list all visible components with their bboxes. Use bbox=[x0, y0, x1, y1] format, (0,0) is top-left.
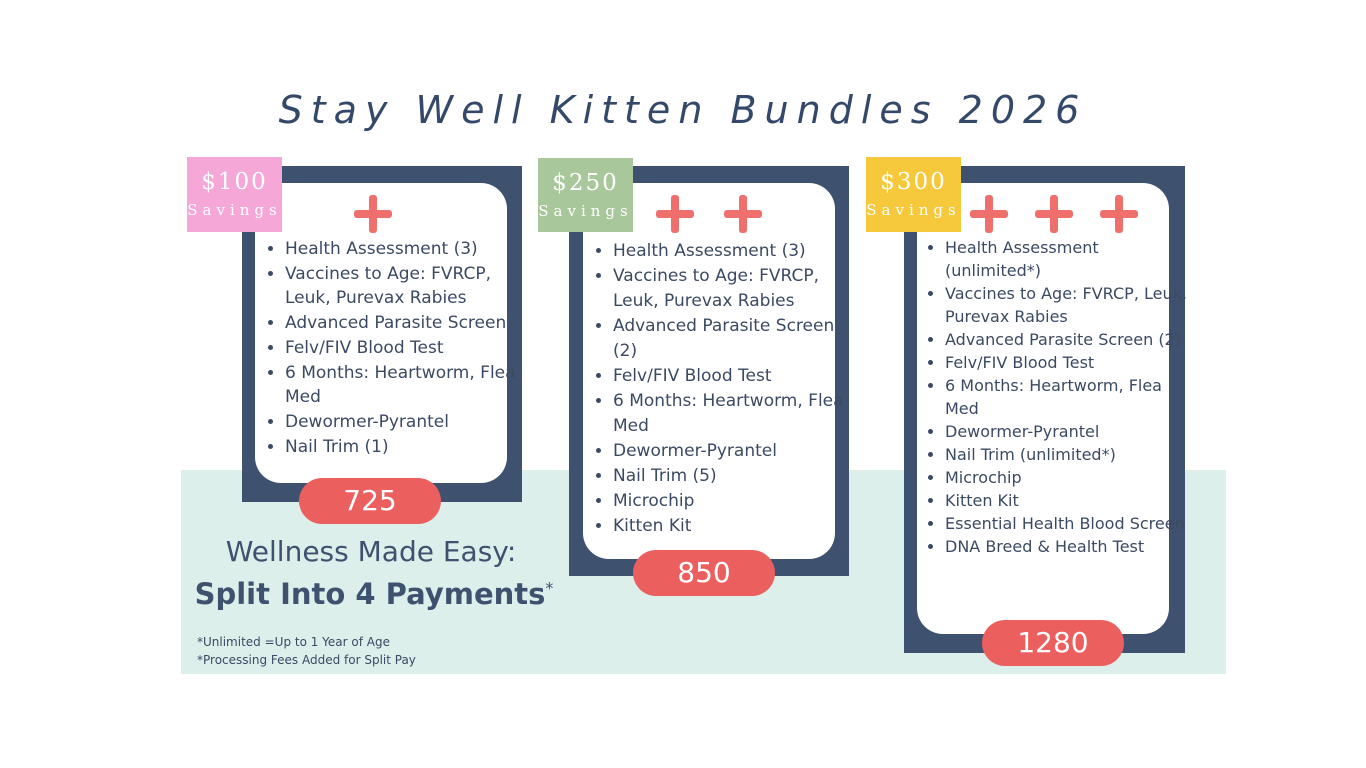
savings-amount: $300 bbox=[880, 169, 947, 195]
list-item: Vaccines to Age: FVRCP, Leuk, Purevax Ra… bbox=[613, 264, 861, 314]
list-item: Microchip bbox=[613, 489, 861, 514]
list-item: Advanced Parasite Screen (2) bbox=[945, 328, 1197, 351]
bundle-1-items: Health Assessment (3) Vaccines to Age: F… bbox=[255, 237, 535, 460]
list-item: Kitten Kit bbox=[613, 514, 861, 539]
list-item: Health Assessment (unlimited*) bbox=[945, 236, 1197, 282]
bundle-1-price: 725 bbox=[299, 478, 441, 524]
list-item: Advanced Parasite Screen bbox=[285, 311, 535, 335]
list-item: 6 Months: Heartworm, Flea Med bbox=[613, 389, 861, 439]
bundle-2-savings-badge: $250 Savings bbox=[538, 158, 633, 232]
list-item: Microchip bbox=[945, 466, 1197, 489]
bundle-2-items: Health Assessment (3) Vaccines to Age: F… bbox=[583, 239, 861, 539]
savings-label: Savings bbox=[187, 201, 282, 219]
plus-icon bbox=[724, 195, 762, 233]
promo-asterisk: * bbox=[545, 578, 554, 598]
list-item: Nail Trim (unlimited*) bbox=[945, 443, 1197, 466]
list-item: Kitten Kit bbox=[945, 489, 1197, 512]
bundle-3-card bbox=[917, 183, 1169, 634]
footnote-fees: *Processing Fees Added for Split Pay bbox=[197, 653, 416, 667]
list-item: Health Assessment (3) bbox=[285, 237, 535, 261]
promo-headline: Wellness Made Easy: bbox=[225, 535, 517, 568]
list-item: Vaccines to Age: FVRCP, Leuk, Purevax Ra… bbox=[285, 262, 535, 310]
list-item: Nail Trim (5) bbox=[613, 464, 861, 489]
bundle-2-price: 850 bbox=[633, 550, 775, 596]
bundle-2-card bbox=[583, 183, 835, 559]
list-item: Advanced Parasite Screen (2) bbox=[613, 314, 861, 364]
savings-amount: $100 bbox=[201, 169, 268, 195]
footnote-unlimited: *Unlimited =Up to 1 Year of Age bbox=[197, 635, 390, 649]
promo-subheadline: Split Into 4 Payments* bbox=[181, 577, 567, 611]
savings-amount: $250 bbox=[552, 170, 619, 196]
plus-icon bbox=[1100, 195, 1138, 233]
list-item: Felv/FIV Blood Test bbox=[945, 351, 1197, 374]
plus-icon bbox=[656, 195, 694, 233]
list-item: Essential Health Blood Screen bbox=[945, 512, 1197, 535]
list-item: Vaccines to Age: FVRCP, Leuk, Purevax Ra… bbox=[945, 282, 1197, 328]
plus-icon bbox=[970, 195, 1008, 233]
list-item: Nail Trim (1) bbox=[285, 435, 535, 459]
plus-icon bbox=[354, 195, 392, 233]
savings-label: Savings bbox=[538, 202, 633, 220]
list-item: Felv/FIV Blood Test bbox=[613, 364, 861, 389]
list-item: Dewormer-Pyrantel bbox=[285, 410, 535, 434]
list-item: Health Assessment (3) bbox=[613, 239, 861, 264]
list-item: Dewormer-Pyrantel bbox=[945, 420, 1197, 443]
bundle-3-savings-badge: $300 Savings bbox=[866, 157, 961, 232]
page-title: Stay Well Kitten Bundles 2026 bbox=[278, 88, 1088, 132]
savings-label: Savings bbox=[866, 201, 961, 219]
plus-icon bbox=[1035, 195, 1073, 233]
bundle-3-items: Health Assessment (unlimited*) Vaccines … bbox=[915, 236, 1197, 558]
list-item: Dewormer-Pyrantel bbox=[613, 439, 861, 464]
list-item: 6 Months: Heartworm, Flea Med bbox=[945, 374, 1197, 420]
list-item: 6 Months: Heartworm, Flea Med bbox=[285, 361, 535, 409]
bundle-1-card bbox=[255, 183, 507, 483]
promo-split-text: Split Into 4 Payments bbox=[194, 577, 546, 611]
list-item: DNA Breed & Health Test bbox=[945, 535, 1197, 558]
bundle-3-price: 1280 bbox=[982, 620, 1124, 666]
bundle-1-savings-badge: $100 Savings bbox=[187, 157, 282, 232]
list-item: Felv/FIV Blood Test bbox=[285, 336, 535, 360]
